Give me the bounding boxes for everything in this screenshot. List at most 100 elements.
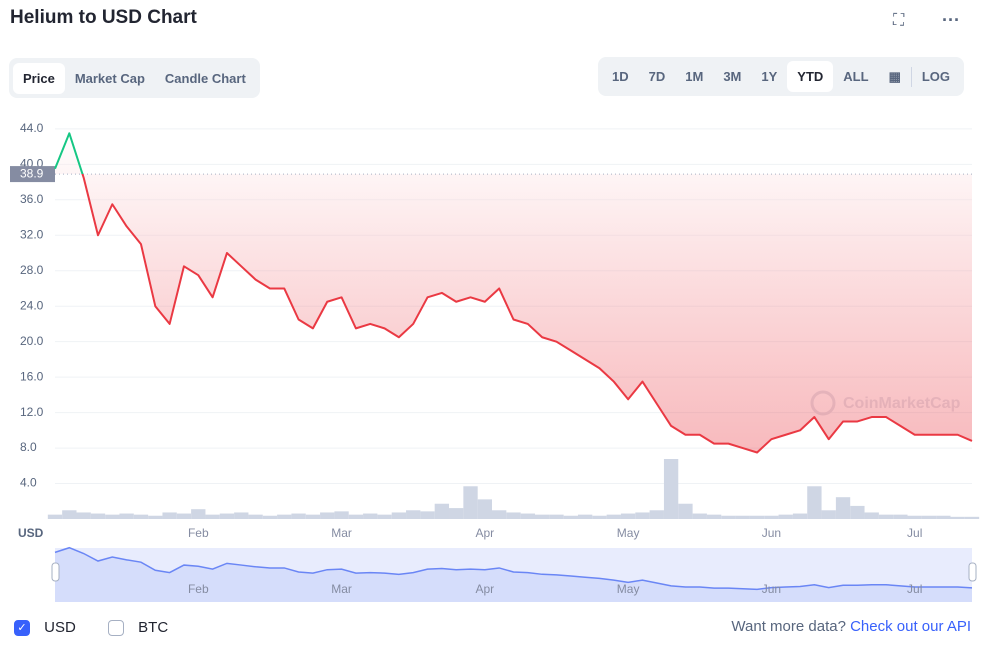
volume-bar	[893, 514, 908, 519]
x-tick-label: Feb	[188, 526, 209, 540]
navigator-label: Jun	[762, 582, 781, 596]
navigator-label: May	[617, 582, 640, 596]
volume-bar	[463, 486, 478, 519]
volume-bar	[721, 515, 736, 519]
volume-bar	[563, 515, 578, 519]
range-group: 1D 7D 1M 3M 1Y YTD ALL ▦ LOG	[598, 57, 965, 96]
volume-bar	[921, 515, 937, 519]
volume-bar	[291, 513, 306, 519]
volume-bar	[334, 511, 349, 519]
volume-bar	[90, 513, 106, 519]
volume-bar	[706, 514, 722, 519]
volume-bar	[635, 512, 650, 519]
navigator-handle[interactable]	[968, 562, 977, 582]
range-button[interactable]: 1D	[612, 69, 629, 84]
volume-bar	[477, 499, 493, 519]
volume-bar	[76, 512, 91, 519]
volume-bar	[305, 514, 321, 519]
volume-bar	[620, 513, 636, 519]
navigator-line	[54, 546, 973, 591]
log-button[interactable]: LOG	[921, 69, 951, 84]
volume-bar	[692, 513, 707, 519]
volume-bar	[649, 510, 664, 519]
range-button[interactable]: 1Y	[761, 69, 778, 84]
volume-bar	[792, 513, 808, 519]
volume-bar	[219, 513, 235, 519]
volume-bar	[47, 514, 63, 519]
volume-bar	[907, 515, 922, 519]
volume-bar	[492, 510, 507, 519]
volume-bar	[850, 505, 865, 519]
volume-bar	[678, 503, 693, 519]
y-tick-label: 20.0	[20, 334, 44, 348]
navigator-handle[interactable]	[51, 562, 60, 582]
price-line	[54, 132, 973, 454]
navigator-label: Apr	[476, 582, 495, 596]
volume-bar	[119, 513, 134, 519]
calendar-icon[interactable]: ▦	[888, 68, 901, 84]
navigator-label: Feb	[188, 582, 209, 596]
separator	[910, 66, 912, 87]
volume-bar	[234, 512, 249, 519]
volume-bar	[363, 513, 378, 519]
volume-bar	[878, 514, 894, 519]
volume-bar	[549, 514, 564, 519]
currency-label: USD	[44, 619, 76, 636]
x-tick-label: Jul	[907, 526, 922, 540]
y-tick-label: 24.0	[20, 298, 44, 312]
range-button[interactable]: ALL	[843, 69, 869, 84]
reference-label: 38.9	[20, 166, 44, 180]
chart-title: Helium to USD Chart	[10, 7, 197, 28]
y-tick-label: 28.0	[20, 263, 44, 277]
range-button[interactable]: YTD	[787, 61, 834, 92]
volume-bar	[764, 515, 779, 519]
volume-bar	[449, 508, 464, 519]
volume-bar	[606, 514, 621, 519]
prompt-text: Want more data?	[731, 618, 846, 635]
volume-bar	[577, 514, 593, 519]
currency-label: BTC	[138, 619, 169, 636]
volume-bar	[191, 509, 206, 519]
volume-bar	[807, 486, 822, 519]
volume-bar	[936, 515, 951, 519]
currency-usd[interactable]: ✓ USD	[14, 619, 76, 637]
more-icon[interactable]: ···	[942, 10, 960, 30]
volume-bar	[162, 512, 177, 519]
volume-bar	[506, 512, 521, 519]
volume-bar	[950, 516, 965, 519]
volume-bar	[277, 514, 292, 519]
api-prompt: Want more data? Check out our API	[731, 618, 971, 635]
navigator-label: Mar	[331, 582, 352, 596]
x-tick-label: May	[617, 526, 640, 540]
y-tick-label: 44.0	[20, 121, 44, 135]
navigator-label: Jul	[907, 582, 922, 596]
volume-bar	[133, 514, 149, 519]
volume-bar	[420, 511, 435, 519]
fullscreen-icon[interactable]: ⛶	[893, 12, 905, 29]
tab[interactable]: Candle Chart	[164, 70, 246, 86]
api-link[interactable]: Check out our API	[850, 618, 971, 635]
volume-bar	[406, 510, 421, 519]
volume-bar	[391, 512, 407, 519]
volume-bar	[148, 515, 163, 519]
volume-bar	[62, 510, 77, 519]
tab[interactable]: Market Cap	[74, 70, 145, 86]
range-button[interactable]: 3M	[723, 69, 742, 84]
volume-bar	[205, 514, 220, 519]
volume-bar	[592, 515, 607, 519]
volume-bar	[520, 513, 535, 519]
area	[55, 133, 972, 453]
range-button[interactable]: 1M	[685, 69, 704, 84]
tab[interactable]: Price	[13, 62, 65, 94]
volume-bar	[105, 514, 120, 519]
y-axis-label: USD	[18, 526, 44, 540]
currency-btc[interactable]: BTC	[108, 619, 169, 637]
x-tick-label: Apr	[476, 526, 495, 540]
volume-bar	[377, 514, 392, 519]
y-tick-label: 16.0	[20, 369, 44, 383]
volume-bar	[964, 516, 980, 519]
volume-bar	[320, 512, 335, 519]
y-tick-label: 36.0	[20, 192, 44, 206]
range-button[interactable]: 7D	[648, 69, 666, 84]
